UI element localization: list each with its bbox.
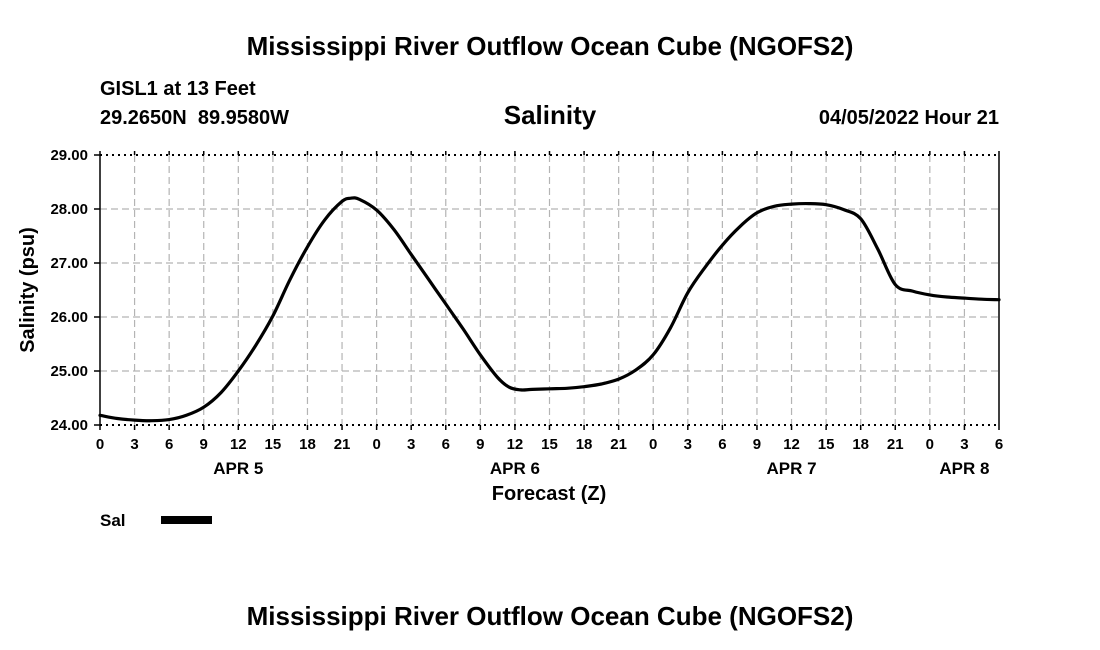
x-tick-label: 18 <box>299 436 316 453</box>
series-layer <box>98 196 1001 423</box>
x-tick-label: 6 <box>718 436 726 453</box>
x-axis-title: Forecast (Z) <box>492 483 606 505</box>
x-tick-label: 15 <box>265 436 282 453</box>
x-tick-label: 21 <box>334 436 351 453</box>
top-title: Mississippi River Outflow Ocean Cube (NG… <box>247 31 854 61</box>
legend-label-sal: Sal <box>100 511 126 530</box>
x-tick-label: 21 <box>610 436 627 453</box>
x-tick-label: 3 <box>960 436 968 453</box>
x-tick-label: 3 <box>130 436 138 453</box>
x-tick-label: 12 <box>783 436 800 453</box>
x-tick-label: 15 <box>818 436 835 453</box>
x-tick-label: 9 <box>753 436 761 453</box>
tick-layer: 0 3 6 9 12 15 18 21 0 3 6 9 12 15 18 21 0 3 6 9 12 15 18 21 0 3 6 2… <box>50 147 1003 478</box>
x-tick-label: 12 <box>507 436 524 453</box>
y-tick-label: 26.00 <box>50 309 88 326</box>
y-tick-label: 24.00 <box>50 417 88 434</box>
bottom-title: Mississippi River Outflow Ocean Cube (NG… <box>247 601 854 631</box>
station-label: GISL1 at 13 Feet <box>100 78 256 100</box>
x-tick-label: 15 <box>541 436 558 453</box>
timestamp-label: 04/05/2022 Hour 21 <box>819 107 999 129</box>
x-tick-label: 0 <box>926 436 934 453</box>
y-tick-label: 28.00 <box>50 201 88 218</box>
y-tick-label: 25.00 <box>50 363 88 380</box>
y-tick-label: 27.00 <box>50 255 88 272</box>
coordinates-label: 29.2650N 89.9580W <box>100 107 289 129</box>
grid-layer <box>100 155 999 425</box>
chart-title: Salinity <box>504 100 597 130</box>
x-tick-label: 0 <box>96 436 104 453</box>
x-tick-label: 9 <box>200 436 208 453</box>
day-label: APR 8 <box>939 459 989 478</box>
x-tick-label: 12 <box>230 436 247 453</box>
y-axis-title: Salinity (psu) <box>17 227 39 353</box>
series-line-sal <box>98 196 1001 423</box>
x-tick-label: 21 <box>887 436 904 453</box>
x-tick-label: 0 <box>649 436 657 453</box>
day-label: APR 5 <box>213 459 263 478</box>
x-tick-label: 6 <box>995 436 1003 453</box>
axis-layer <box>99 154 1000 426</box>
x-tick-label: 18 <box>576 436 593 453</box>
x-tick-label: 9 <box>476 436 484 453</box>
x-tick-label: 18 <box>852 436 869 453</box>
x-tick-label: 3 <box>684 436 692 453</box>
day-label: APR 7 <box>766 459 816 478</box>
legend-swatch-sal <box>161 516 212 524</box>
x-tick-label: 0 <box>372 436 380 453</box>
x-tick-label: 6 <box>442 436 450 453</box>
x-tick-label: 6 <box>165 436 173 453</box>
x-tick-label: 3 <box>407 436 415 453</box>
y-tick-label: 29.00 <box>50 147 88 164</box>
day-label: APR 6 <box>490 459 540 478</box>
